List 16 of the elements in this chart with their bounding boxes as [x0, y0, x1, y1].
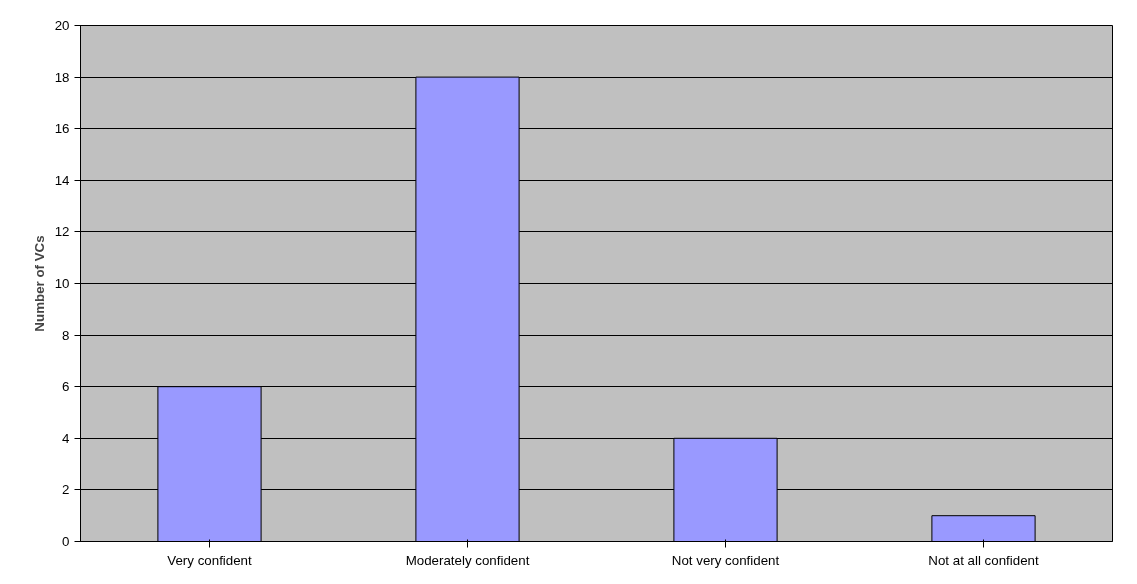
y-tick-label: 16 — [54, 121, 70, 137]
y-tick-label: 2 — [62, 482, 70, 498]
x-tick-label: Not very confident — [671, 552, 780, 568]
y-tick-label: 20 — [54, 18, 70, 33]
y-axis-title: Number of VCs — [31, 235, 47, 332]
y-tick-label: 4 — [62, 430, 71, 446]
y-tick-label: 10 — [54, 276, 70, 291]
y-tick-label: 18 — [54, 69, 70, 85]
x-tick-label: Moderately confident — [405, 552, 530, 568]
y-tick-label: 12 — [54, 224, 70, 240]
y-tick-label: 14 — [54, 172, 71, 188]
y-tick-label: 0 — [62, 534, 70, 549]
x-tick-label: Very confident — [167, 552, 253, 568]
y-tick-label: 8 — [62, 327, 70, 343]
x-tick-label: Not at all confident — [928, 552, 1039, 568]
y-tick-label: 6 — [62, 379, 70, 395]
